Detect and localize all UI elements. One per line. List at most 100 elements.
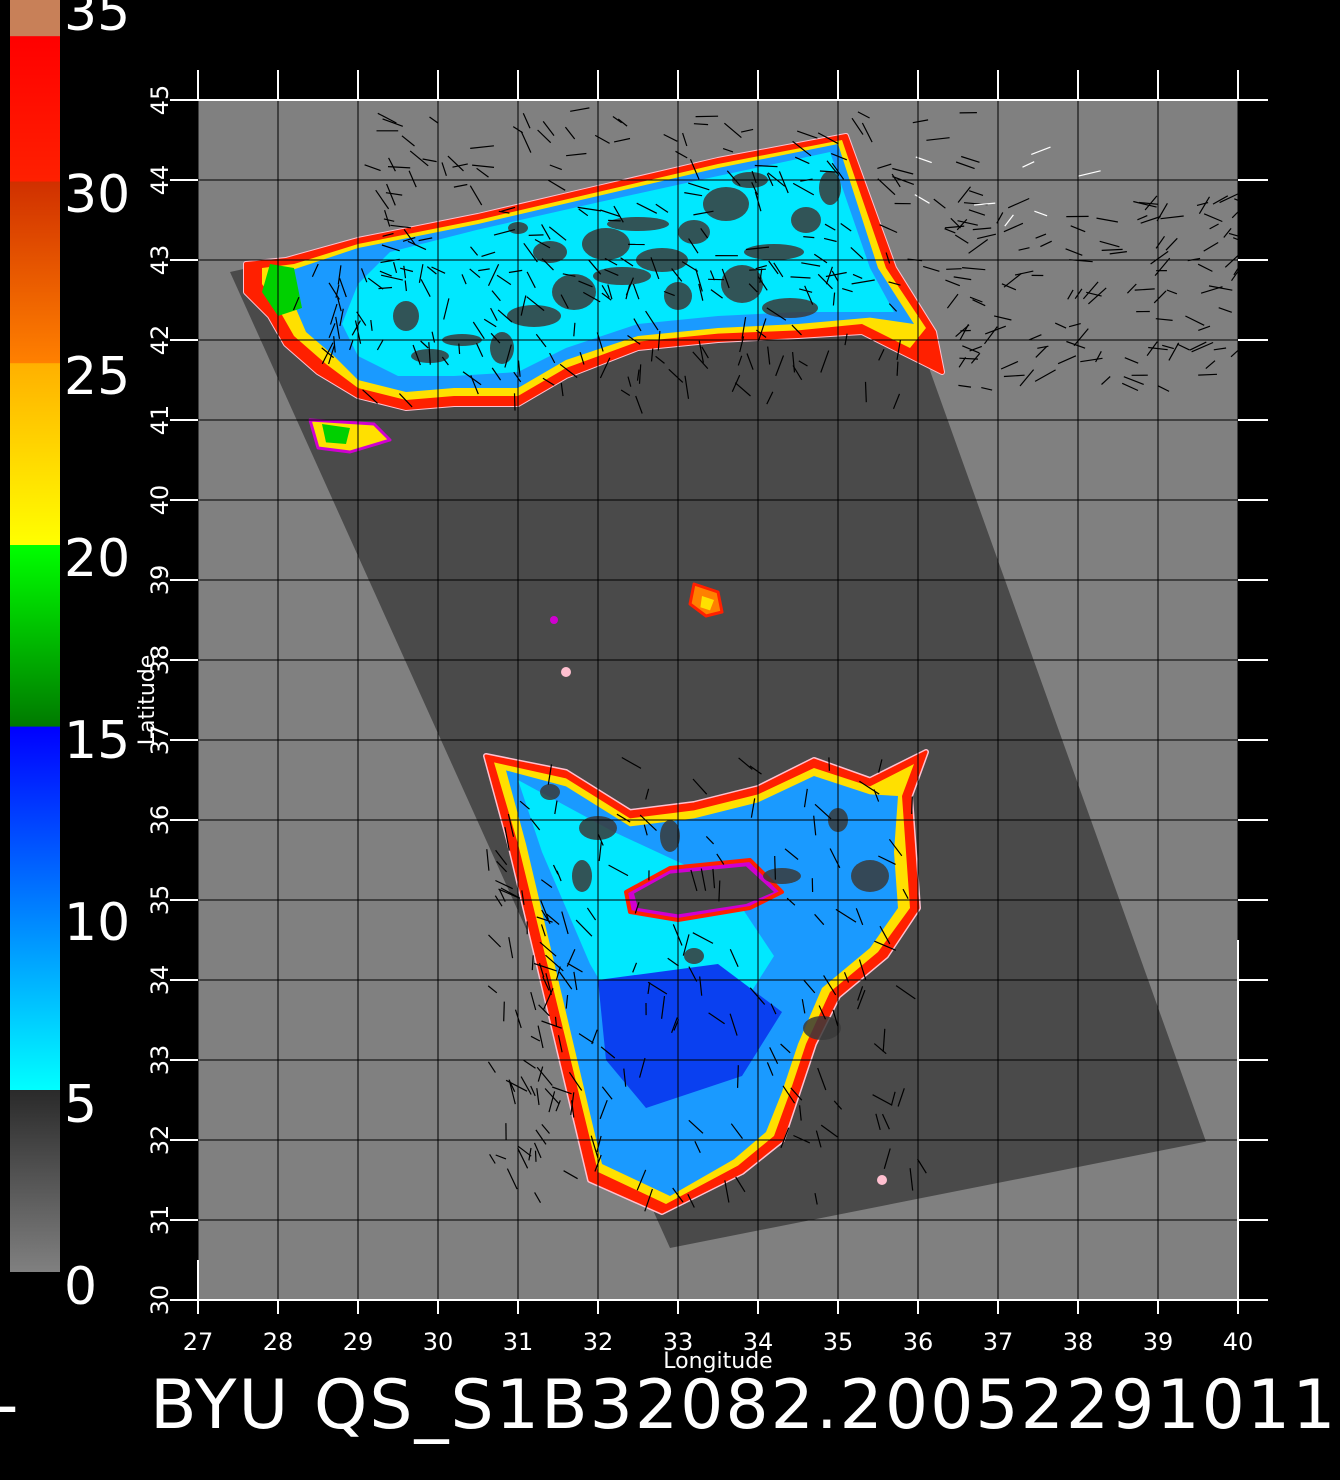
wind-vector: [536, 916, 553, 923]
wind-vector: [538, 1004, 550, 1017]
wind-vector: [620, 389, 631, 397]
wind-vector: [541, 224, 551, 240]
wind-vector: [443, 298, 450, 320]
y-tick-label: 37: [146, 725, 174, 756]
wind-vector: [1004, 214, 1014, 227]
wind-vector: [977, 233, 997, 240]
wind-vector: [958, 384, 972, 388]
x-tick-label: 40: [1223, 1328, 1254, 1356]
wind-vector: [566, 152, 587, 157]
wind-vector: [892, 167, 914, 175]
wind-vector: [627, 376, 632, 387]
wind-vector: [968, 209, 986, 216]
wind-vector: [645, 310, 659, 331]
wind-vector: [1022, 161, 1035, 168]
lat-lon-grid: [198, 100, 1238, 1300]
wind-vector: [1137, 215, 1148, 221]
x-tick-label: 34: [743, 1328, 774, 1356]
wind-vector: [384, 210, 391, 227]
wind-vector: [382, 118, 404, 127]
wind-vector: [292, 296, 300, 311]
wind-vector: [879, 925, 891, 945]
colorbar: 35 30 25 20 15 10 5 0: [10, 0, 130, 1317]
wind-vector: [505, 1079, 528, 1092]
speck: [561, 667, 571, 677]
wind-vector: [801, 262, 821, 267]
wind-vector: [885, 252, 891, 264]
wind-vector: [1197, 263, 1213, 272]
wind-vector: [635, 395, 643, 414]
low-wind-patch: [552, 274, 596, 310]
wind-vector: [408, 170, 417, 188]
wind-vector: [483, 318, 497, 328]
wind-vector: [754, 164, 778, 168]
wind-vector: [559, 363, 578, 378]
wind-vector: [636, 202, 658, 214]
wind-vector: [972, 227, 992, 231]
wind-vector: [377, 112, 397, 124]
wind-vector: [403, 229, 417, 246]
wind-vector: [972, 299, 986, 307]
wind-vector: [815, 1130, 822, 1148]
wind-vector: [729, 1013, 738, 1036]
wind-vector: [536, 1066, 553, 1086]
wind-vector: [1189, 341, 1207, 351]
wind-vector: [955, 161, 975, 170]
wind-vector: [475, 342, 484, 357]
wind-vector: [393, 262, 398, 274]
wind-vector: [554, 800, 558, 815]
wind-vector: [1066, 340, 1086, 349]
wind-vector: [545, 973, 552, 995]
wind-vector: [895, 985, 916, 1000]
wind-vector: [496, 274, 512, 286]
wind-vector: [842, 288, 853, 293]
wind-vector: [539, 941, 557, 957]
wind-vector: [661, 996, 666, 1019]
wind-vector: [1067, 289, 1074, 300]
wind-vector: [823, 237, 837, 243]
wind-vector: [370, 320, 373, 331]
wind-vector: [469, 185, 483, 206]
x-tick-label: 38: [1063, 1328, 1094, 1356]
wind-vector: [378, 286, 393, 290]
low-wind-patch: [684, 948, 704, 964]
wind-vector: [878, 348, 885, 361]
wind-vector: [888, 281, 901, 286]
wind-vector: [441, 162, 447, 176]
wind-vector: [520, 1076, 532, 1095]
wind-vector: [453, 183, 468, 188]
wind-vector: [716, 853, 725, 865]
y-tick-label: 30: [146, 1285, 174, 1316]
wind-vector: [801, 999, 806, 1014]
wind-vector: [422, 158, 437, 163]
wind-vector: [579, 352, 585, 365]
wind-vector: [766, 1062, 774, 1076]
wind-vector: [407, 240, 427, 251]
wind-vector: [888, 838, 903, 857]
wind-vector: [349, 340, 354, 351]
wind-vector: [1096, 217, 1119, 223]
wind-vector: [974, 202, 996, 206]
wind-vector: [878, 855, 896, 865]
low-wind-patch: [791, 207, 821, 233]
wind-vector: [598, 842, 602, 862]
wind-vector: [517, 360, 521, 377]
wind-vector: [644, 1188, 653, 1212]
wind-vector: [817, 1067, 827, 1091]
wind-vector: [497, 309, 513, 323]
wind-vector: [367, 277, 384, 290]
wind-vector: [1034, 369, 1056, 382]
wind-vector: [328, 282, 340, 300]
wind-vector: [671, 1017, 678, 1034]
x-axis-label: Longitude: [663, 1349, 772, 1374]
y-tick-label: 41: [146, 405, 174, 436]
wind-vector: [469, 268, 481, 279]
speck: [550, 616, 558, 624]
wind-vector: [1133, 200, 1157, 208]
wind-vector: [970, 352, 981, 364]
wind-vector: [693, 210, 714, 216]
low-wind-patch: [507, 305, 561, 327]
wind-vector: [888, 303, 898, 312]
low-wind-patch: [803, 1016, 841, 1040]
wind-vector: [730, 1123, 743, 1139]
